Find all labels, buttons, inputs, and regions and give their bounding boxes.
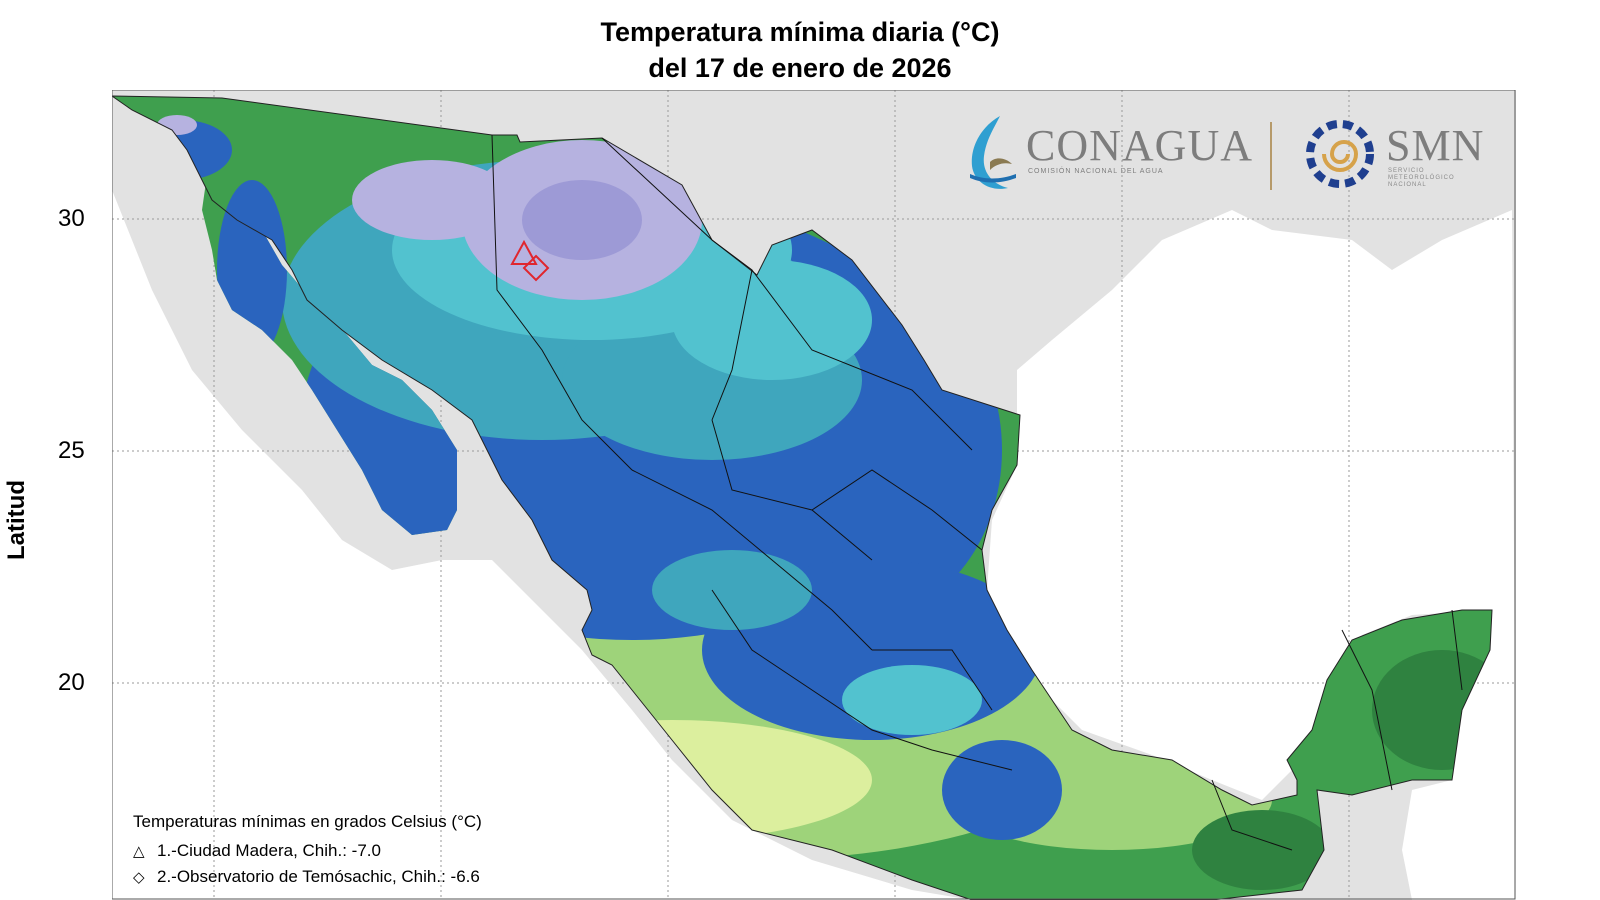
map-title-line1: Temperatura mínima diaria (°C) <box>600 17 1000 47</box>
legend: Temperaturas mínimas en grados Celsius (… <box>133 812 482 890</box>
logo-separator <box>1270 122 1272 190</box>
legend-station-1-label: 1.-Ciudad Madera, Chih.: -7.0 <box>157 841 381 860</box>
smn-subtitle: SERVICIO METEOROLÓGICO NACIONAL <box>1388 168 1455 188</box>
logos: CONAGUA COMISIÓN NACIONAL DEL AGUA SMN S… <box>960 108 1500 204</box>
y-tick-20: 20 <box>58 669 85 696</box>
gulf-of-mexico <box>987 210 1516 900</box>
conagua-logo-icon <box>970 116 1016 189</box>
legend-station-2-label: 2.-Observatorio de Temósachic, Chih.: -6… <box>157 867 480 886</box>
triangle-icon: △ <box>133 843 145 860</box>
station-1-marker <box>510 239 538 265</box>
map-title-line2: del 17 de enero de 2026 <box>648 53 952 83</box>
legend-station-1: △ 1.-Ciudad Madera, Chih.: -7.0 <box>133 838 482 864</box>
conagua-subtitle: COMISIÓN NACIONAL DEL AGUA <box>1028 168 1164 175</box>
map-frame <box>112 90 1516 900</box>
legend-station-2: ◇ 2.-Observatorio de Temósachic, Chih.: … <box>133 864 482 890</box>
y-axis-label: Latitud <box>3 480 30 560</box>
smn-logo-icon <box>1306 120 1374 188</box>
smn-wordmark: SMN <box>1386 121 1485 170</box>
station-markers <box>510 239 550 282</box>
pacific-ocean <box>112 190 972 900</box>
y-tick-30: 30 <box>58 205 85 232</box>
diamond-icon: ◇ <box>133 869 145 886</box>
station-2-marker <box>522 254 550 282</box>
conagua-wordmark: CONAGUA <box>1026 121 1253 170</box>
y-tick-25: 25 <box>58 437 85 464</box>
state-boundaries <box>491 134 1463 851</box>
legend-header: Temperaturas mínimas en grados Celsius (… <box>133 812 482 831</box>
temperature-map <box>112 90 1516 900</box>
